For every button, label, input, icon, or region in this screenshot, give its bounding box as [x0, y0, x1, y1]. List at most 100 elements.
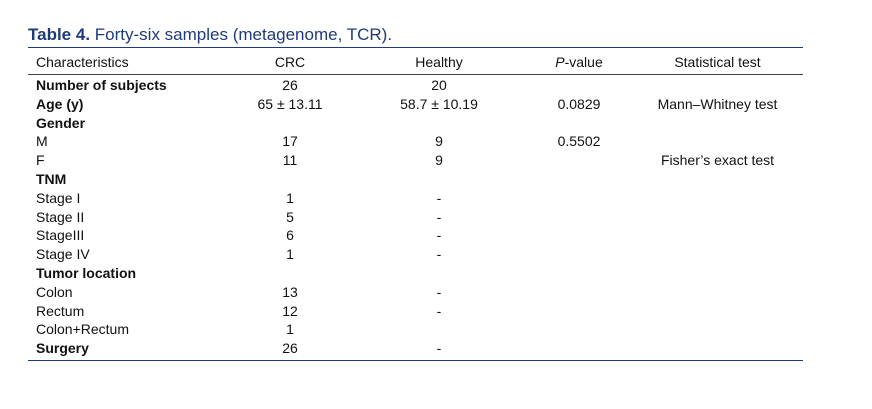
cell-statistical-test — [624, 320, 811, 339]
cell-pvalue — [534, 74, 624, 95]
cell-healthy — [344, 320, 534, 339]
cell-pvalue — [534, 208, 624, 227]
cell-pvalue: 0.0829 — [557, 95, 601, 112]
cell-statistical-test — [624, 74, 811, 95]
row-label: Surgery — [36, 340, 89, 357]
header-pvalue-rest: -value — [564, 54, 603, 70]
header-healthy: Healthy — [415, 54, 463, 70]
cell-pvalue — [534, 264, 624, 283]
cell-healthy: - — [436, 283, 442, 300]
cell-crc — [236, 170, 344, 189]
row-label: Stage I — [36, 189, 81, 206]
cell-pvalue — [534, 151, 624, 170]
table-row: Number of subjects 26 20 — [28, 74, 811, 95]
row-label: Colon — [36, 283, 73, 300]
cell-crc: 65 ± 13.11 — [257, 95, 323, 112]
table-row: Surgery 26 - — [28, 339, 811, 358]
row-label: Age (y) — [36, 95, 84, 112]
row-label: Tumor location — [36, 264, 137, 281]
cell-statistical-test — [624, 264, 811, 283]
row-label: Gender — [36, 114, 86, 131]
cell-crc: 11 — [282, 152, 298, 169]
cell-statistical-test — [624, 245, 811, 264]
bottom-rule — [28, 360, 803, 361]
row-label: Number of subjects — [36, 77, 167, 93]
cell-crc: 13 — [282, 283, 298, 300]
cell-crc — [236, 114, 344, 133]
row-label: M — [36, 133, 48, 150]
cell-statistical-test: Mann–Whitney test — [657, 95, 778, 112]
header-statistical-test: Statistical test — [674, 54, 761, 70]
top-rule — [28, 47, 803, 48]
table-caption: Table 4. Forty-six samples (metagenome, … — [28, 24, 392, 46]
cell-pvalue — [534, 302, 624, 321]
table-title: Forty-six samples (metagenome, TCR). — [94, 25, 393, 44]
header-pvalue: P-value — [534, 50, 624, 74]
cell-crc: 17 — [282, 133, 298, 150]
table-row: Colon 13 - — [28, 283, 811, 302]
cell-statistical-test: Fisher’s exact test — [660, 152, 775, 169]
cell-crc: 6 — [286, 227, 294, 244]
row-label: F — [36, 152, 45, 169]
cell-pvalue — [534, 170, 624, 189]
cell-statistical-test — [624, 339, 811, 358]
cell-crc: 1 — [286, 189, 294, 206]
cell-crc: 1 — [286, 321, 294, 338]
cell-crc: 5 — [286, 208, 294, 225]
cell-crc: 26 — [282, 340, 298, 357]
table-row: Stage IV 1 - — [28, 245, 811, 264]
cell-statistical-test — [624, 132, 811, 151]
row-label: TNM — [36, 170, 67, 187]
header-pvalue-p: P — [555, 54, 565, 70]
cell-healthy: 9 — [435, 152, 443, 169]
cell-pvalue: 0.5502 — [557, 133, 601, 150]
cell-pvalue — [534, 339, 624, 358]
cell-statistical-test — [624, 283, 811, 302]
cell-healthy: - — [436, 208, 442, 225]
cell-statistical-test — [624, 226, 811, 245]
cell-healthy: 9 — [435, 133, 443, 150]
header-rule — [28, 74, 803, 75]
table-row: F 11 9 Fisher’s exact test — [28, 151, 811, 170]
header-row: Characteristics CRC Healthy P-value Stat… — [28, 50, 811, 74]
cell-statistical-test — [624, 189, 811, 208]
header-crc: CRC — [274, 54, 306, 70]
cell-healthy: - — [436, 227, 442, 244]
data-table: Characteristics CRC Healthy P-value Stat… — [28, 50, 811, 358]
cell-statistical-test — [624, 302, 811, 321]
cell-healthy — [344, 114, 534, 133]
row-label: Colon+Rectum — [36, 321, 129, 338]
table-row: Stage I 1 - — [28, 189, 811, 208]
table-row: Gender — [28, 114, 811, 133]
cell-crc — [236, 264, 344, 283]
cell-healthy: - — [436, 246, 442, 263]
cell-healthy — [344, 264, 534, 283]
row-label: Stage II — [36, 208, 85, 225]
table-row: Rectum 12 - — [28, 302, 811, 321]
cell-healthy: - — [436, 340, 442, 357]
cell-healthy — [344, 170, 534, 189]
cell-pvalue — [534, 283, 624, 302]
row-label: Stage IV — [36, 246, 90, 263]
cell-crc: 1 — [286, 246, 294, 263]
cell-healthy: - — [436, 302, 442, 319]
cell-pvalue — [534, 320, 624, 339]
cell-healthy: 58.7 ± 10.19 — [400, 95, 478, 112]
cell-statistical-test — [624, 208, 811, 227]
cell-pvalue — [534, 226, 624, 245]
row-label: Rectum — [36, 302, 85, 319]
cell-statistical-test — [624, 114, 811, 133]
cell-crc: 26 — [282, 77, 298, 93]
cell-crc: 12 — [282, 302, 298, 319]
cell-pvalue — [534, 245, 624, 264]
row-label: StageIII — [36, 227, 85, 244]
table-row: Tumor location — [28, 264, 811, 283]
cell-healthy: 20 — [431, 77, 447, 93]
table-row: Colon+Rectum 1 — [28, 320, 811, 339]
table-row: Stage II 5 - — [28, 208, 811, 227]
cell-statistical-test — [624, 170, 811, 189]
table-row: M 17 9 0.5502 — [28, 132, 811, 151]
table-row: TNM — [28, 170, 811, 189]
table-label: Table 4. — [28, 25, 91, 44]
table-row: Age (y) 65 ± 13.11 58.7 ± 10.19 0.0829 Mann–… — [28, 95, 811, 114]
